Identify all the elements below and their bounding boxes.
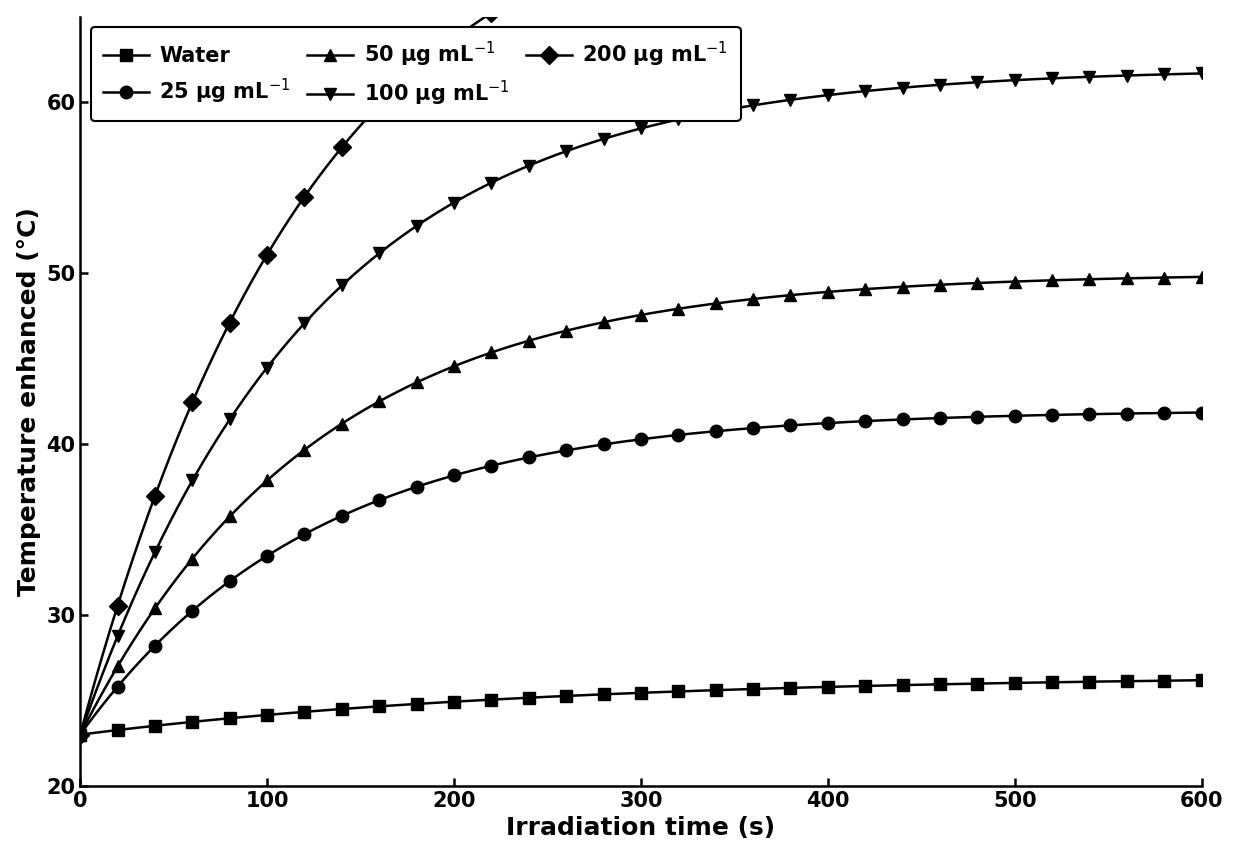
50 μg mL$^{-1}$ <box>144 608 159 619</box>
25 μg mL$^{-1}$ <box>144 644 159 655</box>
50 μg mL$^{-1}$ <box>443 363 458 373</box>
50 μg mL$^{-1}$ <box>966 278 981 288</box>
Line: 25 μg mL$^{-1}$: 25 μg mL$^{-1}$ <box>74 406 1208 741</box>
Water <box>1194 675 1209 686</box>
50 μg mL$^{-1}$ <box>73 729 88 740</box>
50 μg mL$^{-1}$ <box>1158 273 1173 283</box>
Line: 200 μg mL$^{-1}$: 200 μg mL$^{-1}$ <box>74 0 1208 741</box>
Legend: Water, 25 μg mL$^{-1}$, 50 μg mL$^{-1}$, 100 μg mL$^{-1}$, 200 μg mL$^{-1}$: Water, 25 μg mL$^{-1}$, 50 μg mL$^{-1}$,… <box>91 27 740 121</box>
100 μg mL$^{-1}$ <box>73 729 88 740</box>
Line: 100 μg mL$^{-1}$: 100 μg mL$^{-1}$ <box>74 67 1208 741</box>
Water <box>73 729 88 740</box>
25 μg mL$^{-1}$ <box>281 537 296 548</box>
100 μg mL$^{-1}$ <box>1194 69 1209 79</box>
Line: Water: Water <box>74 674 1208 741</box>
50 μg mL$^{-1}$ <box>1120 273 1135 284</box>
100 μg mL$^{-1}$ <box>1158 69 1173 80</box>
Water <box>443 697 458 707</box>
25 μg mL$^{-1}$ <box>443 471 458 482</box>
25 μg mL$^{-1}$ <box>1120 409 1135 419</box>
Water <box>1120 676 1135 686</box>
Water <box>1158 675 1173 686</box>
200 μg mL$^{-1}$ <box>281 213 296 224</box>
25 μg mL$^{-1}$ <box>73 729 88 740</box>
50 μg mL$^{-1}$ <box>1194 272 1209 282</box>
25 μg mL$^{-1}$ <box>1194 407 1209 417</box>
Line: 50 μg mL$^{-1}$: 50 μg mL$^{-1}$ <box>74 271 1208 741</box>
Y-axis label: Temperature enhanced (°C): Temperature enhanced (°C) <box>16 207 41 596</box>
100 μg mL$^{-1}$ <box>966 77 981 87</box>
200 μg mL$^{-1}$ <box>73 729 88 740</box>
100 μg mL$^{-1}$ <box>1120 70 1135 81</box>
200 μg mL$^{-1}$ <box>443 37 458 47</box>
Water <box>281 708 296 718</box>
100 μg mL$^{-1}$ <box>281 335 296 345</box>
50 μg mL$^{-1}$ <box>281 456 296 466</box>
25 μg mL$^{-1}$ <box>1158 408 1173 418</box>
Water <box>144 721 159 731</box>
Water <box>966 679 981 689</box>
X-axis label: Irradiation time (s): Irradiation time (s) <box>506 817 775 841</box>
100 μg mL$^{-1}$ <box>443 200 458 210</box>
100 μg mL$^{-1}$ <box>144 554 159 565</box>
200 μg mL$^{-1}$ <box>144 501 159 512</box>
25 μg mL$^{-1}$ <box>966 412 981 423</box>
